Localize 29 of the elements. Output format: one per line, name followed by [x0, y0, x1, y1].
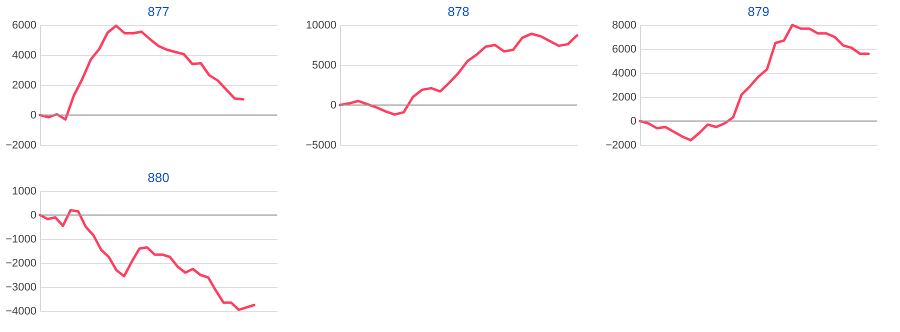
y-tick-label: 0: [30, 210, 36, 222]
line-series: [338, 32, 578, 116]
line-series: [638, 24, 870, 142]
y-tick-label: 1000: [12, 186, 36, 198]
y-tick-label: −2000: [6, 140, 36, 152]
y-tick-label: 0: [630, 116, 636, 128]
y-tick-label: 4000: [612, 68, 636, 80]
line-series: [38, 24, 244, 121]
y-tick-label: −3000: [6, 282, 36, 294]
y-tick-label: 6000: [612, 44, 636, 56]
line-series: [38, 208, 256, 312]
chart-title: 878: [448, 4, 470, 19]
chart-title: 879: [748, 4, 770, 19]
y-tick-label: −4000: [6, 306, 36, 318]
y-tick-label: 2000: [612, 92, 636, 104]
y-tick-label: 4000: [12, 50, 36, 62]
y-tick-label: −1000: [6, 234, 36, 246]
y-tick-label: 6000: [12, 20, 36, 32]
y-tick-label: −2000: [606, 140, 636, 152]
chart-title: 880: [148, 170, 170, 185]
y-tick-label: −2000: [6, 258, 36, 270]
y-tick-label: 2000: [12, 80, 36, 92]
y-tick-label: −5000: [306, 140, 336, 152]
y-tick-label: 0: [330, 100, 336, 112]
y-tick-label: 8000: [612, 20, 636, 32]
y-tick-label: 0: [30, 110, 36, 122]
y-tick-label: 10000: [306, 20, 336, 32]
y-tick-label: 5000: [312, 60, 336, 72]
chart-title: 877: [148, 4, 170, 19]
